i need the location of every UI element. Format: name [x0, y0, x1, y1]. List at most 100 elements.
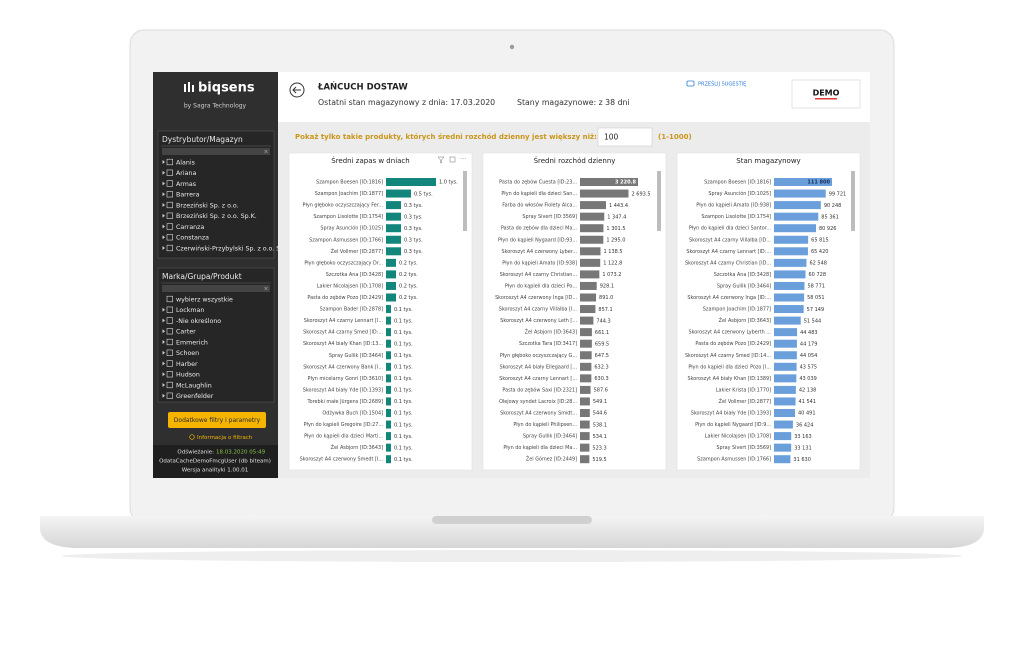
bar[interactable]: [774, 293, 805, 302]
bar[interactable]: [580, 351, 592, 360]
bar[interactable]: [774, 374, 797, 383]
filter-input[interactable]: [597, 127, 653, 147]
checkbox[interactable]: [166, 223, 173, 230]
more-icon[interactable]: ⋯: [460, 156, 466, 163]
bar[interactable]: [774, 420, 793, 429]
expand-arrow[interactable]: [162, 393, 166, 398]
bar[interactable]: [774, 235, 809, 244]
bar[interactable]: [386, 443, 391, 452]
bar[interactable]: [386, 212, 401, 221]
expand-arrow[interactable]: [162, 361, 166, 366]
bar[interactable]: [580, 212, 605, 221]
bar[interactable]: [386, 178, 436, 186]
bar[interactable]: [386, 189, 411, 198]
checkbox[interactable]: [166, 392, 173, 399]
filter-item[interactable]: Harber: [176, 361, 198, 368]
bar[interactable]: [386, 316, 391, 325]
bar[interactable]: [774, 385, 796, 394]
bar[interactable]: [580, 432, 590, 441]
checkbox[interactable]: [166, 338, 173, 346]
filter-item[interactable]: Barrera: [176, 192, 200, 199]
filter-item[interactable]: Schoen: [176, 350, 199, 357]
filter-item[interactable]: Hudson: [176, 372, 200, 379]
filter-item[interactable]: Czerwiński-Przybylski Sp. z o.o. S: [176, 244, 280, 252]
bar[interactable]: [774, 443, 792, 452]
filter-item[interactable]: Carter: [176, 329, 196, 336]
filter-item[interactable]: McLaughlin: [176, 382, 212, 389]
expand-arrow[interactable]: [162, 170, 166, 175]
bar[interactable]: [580, 201, 606, 210]
filter-item[interactable]: Emmerich: [176, 339, 208, 346]
checkbox[interactable]: [166, 234, 173, 241]
bar[interactable]: [580, 362, 592, 371]
filter-item[interactable]: Greenfelder: [176, 393, 214, 400]
filter-item[interactable]: Lockman: [176, 307, 204, 314]
bar[interactable]: [774, 247, 808, 256]
bar[interactable]: [580, 420, 590, 429]
bar[interactable]: [580, 305, 596, 314]
bar[interactable]: [580, 258, 601, 267]
filters-button-label[interactable]: Dodatkowe filtry i parametry: [174, 417, 261, 424]
expand-arrow[interactable]: [162, 160, 166, 164]
bar[interactable]: [386, 281, 396, 290]
filter-item[interactable]: -Nie określono: [176, 317, 221, 325]
bar[interactable]: [580, 281, 597, 290]
bar[interactable]: [580, 385, 591, 394]
bar[interactable]: [386, 201, 401, 210]
checkbox[interactable]: [166, 306, 173, 313]
bar[interactable]: [386, 455, 391, 464]
expand-arrow[interactable]: [162, 192, 166, 197]
checkbox[interactable]: [166, 244, 173, 252]
filters-info[interactable]: Informacja o filtrach: [197, 435, 253, 441]
expand-arrow[interactable]: [162, 307, 166, 312]
expand-arrow[interactable]: [162, 318, 166, 323]
bar[interactable]: [386, 328, 391, 337]
checkbox[interactable]: [166, 317, 173, 324]
bar[interactable]: [386, 385, 391, 394]
bar[interactable]: [774, 270, 806, 279]
bar[interactable]: [386, 270, 396, 279]
scrollbar[interactable]: [463, 171, 467, 231]
bar[interactable]: [386, 397, 391, 406]
bar[interactable]: [580, 316, 594, 325]
bar[interactable]: [386, 432, 391, 441]
bar[interactable]: [580, 397, 590, 406]
bar[interactable]: [580, 409, 590, 417]
checkbox[interactable]: [166, 360, 173, 367]
checkbox[interactable]: [166, 328, 173, 335]
bar[interactable]: [774, 397, 796, 406]
bar[interactable]: [580, 189, 629, 198]
filters-button[interactable]: [168, 412, 266, 428]
suggest-link[interactable]: PRZEŚLIJ SUGESTIĘ: [698, 81, 746, 88]
bar[interactable]: [386, 339, 391, 348]
filter-item[interactable]: Brzeziński Sp. z o.o. Sp.K.: [176, 212, 257, 220]
bar[interactable]: [580, 247, 601, 256]
bar[interactable]: [774, 362, 797, 371]
bar[interactable]: [386, 351, 391, 360]
filter-item[interactable]: Ariana: [176, 170, 196, 177]
filter-item[interactable]: Constanza: [176, 235, 209, 242]
filter-item[interactable]: Brzeziński Sp. z o.o.: [176, 201, 239, 209]
bar[interactable]: [386, 247, 401, 256]
bar[interactable]: [386, 409, 391, 417]
bar[interactable]: [580, 270, 600, 279]
expand-arrow[interactable]: [162, 224, 166, 229]
bar[interactable]: [774, 258, 807, 267]
bar[interactable]: [774, 224, 816, 233]
filter-item[interactable]: wybierz wszystkie: [176, 296, 233, 303]
checkbox[interactable]: [166, 371, 173, 378]
focus-icon[interactable]: [449, 156, 456, 163]
bar[interactable]: [774, 212, 819, 221]
bar[interactable]: [580, 443, 590, 452]
bar[interactable]: [386, 235, 401, 244]
expand-arrow[interactable]: [162, 203, 166, 207]
expand-arrow[interactable]: [162, 235, 166, 240]
search-box[interactable]: [162, 148, 270, 155]
bar[interactable]: [580, 293, 597, 302]
checkbox[interactable]: [166, 201, 173, 209]
bar[interactable]: [774, 339, 797, 348]
checkbox[interactable]: [166, 212, 173, 219]
bar[interactable]: [774, 305, 804, 314]
bar[interactable]: [386, 305, 391, 314]
checkbox[interactable]: [166, 169, 173, 176]
